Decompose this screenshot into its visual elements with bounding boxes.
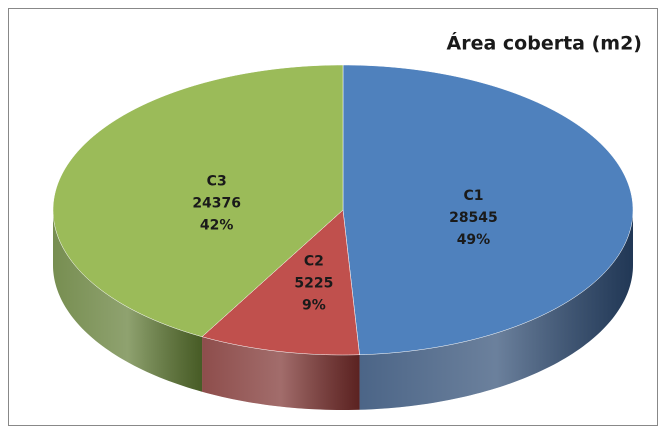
slice-percent: 9% xyxy=(302,298,326,314)
slice-value: 24376 xyxy=(192,196,241,212)
slice-side-shade xyxy=(359,210,633,410)
slice-side-shade xyxy=(202,336,360,410)
slice-category: C3 xyxy=(207,174,227,190)
slice-percent: 42% xyxy=(200,218,234,234)
chart-title: Área coberta (m2) xyxy=(447,32,642,55)
slice xyxy=(201,209,360,356)
slice-category: C1 xyxy=(463,188,483,204)
slice-side-shade xyxy=(53,210,203,392)
slice-value: 5225 xyxy=(294,276,333,292)
slice xyxy=(342,64,634,356)
slice xyxy=(52,64,344,337)
slice-value: 28545 xyxy=(449,210,498,226)
slice-category: C2 xyxy=(304,254,324,270)
slice-percent: 49% xyxy=(457,232,491,248)
